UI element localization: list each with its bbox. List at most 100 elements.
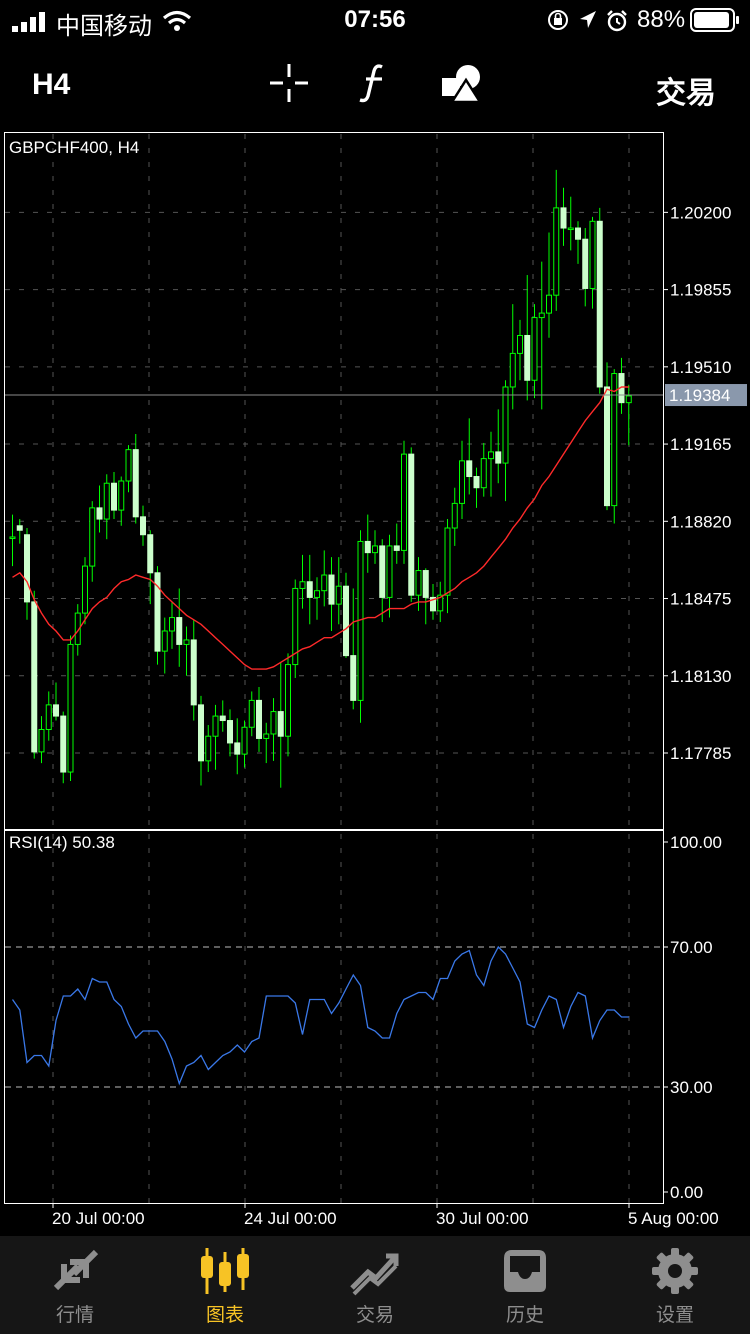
candle-body [480, 458, 487, 489]
candle-body [292, 587, 299, 666]
candle-body [219, 715, 226, 722]
candle-body [473, 476, 480, 489]
candle-body [386, 545, 393, 598]
rsi-title: RSI(14) 50.38 [9, 833, 115, 852]
tab-history-label: 历史 [505, 1305, 544, 1326]
candle-body [314, 590, 320, 598]
candle-body [45, 704, 52, 730]
candle-body [437, 594, 444, 612]
objects-icon[interactable] [440, 62, 482, 104]
history-icon [504, 1250, 546, 1292]
price-tick-label: 1.18475 [670, 590, 731, 609]
candle-body [154, 572, 161, 652]
candle-body [560, 207, 567, 229]
price-tick-label: 1.19855 [670, 281, 731, 300]
candle-body [147, 534, 154, 574]
function-icon[interactable] [356, 62, 390, 104]
chart-toolbar: H4 交易 [0, 48, 750, 122]
timeframe-button[interactable]: H4 [32, 68, 71, 101]
time-axis: 20 Jul 00:00 24 Jul 00:00 30 Jul 00:00 5 Au… [52, 1203, 719, 1228]
candle-body [190, 639, 197, 706]
candle-body [103, 482, 110, 520]
candle-body [38, 728, 45, 753]
candle-body [198, 704, 204, 762]
tab-quotes[interactable]: 行情 [0, 1236, 150, 1334]
tab-trade-label: 交易 [355, 1305, 394, 1326]
candle-body [459, 460, 465, 504]
candle-body [306, 581, 313, 598]
settings-icon [652, 1248, 698, 1294]
candle-body [611, 373, 618, 507]
candle-body [256, 699, 262, 739]
quotes-icon [53, 1249, 99, 1291]
rsi-line [11, 945, 629, 1086]
candle-body [430, 596, 436, 612]
candle-body [567, 227, 574, 231]
candle-body [604, 386, 610, 507]
candle-body [241, 726, 248, 755]
candle-body [183, 639, 190, 645]
tab-settings-label: 设置 [655, 1305, 694, 1326]
time-tick-label: 20 Jul 00:00 [52, 1209, 145, 1228]
rsi-tick-label: 0.00 [670, 1183, 703, 1202]
price-tick-label: 1.17785 [670, 744, 731, 763]
chart-grid [5, 134, 663, 1203]
status-bar: 中国移动 07:56 88% [0, 0, 750, 40]
candle-body [509, 352, 516, 388]
tab-chart-label: 图表 [205, 1305, 244, 1326]
candle-body [517, 334, 523, 354]
alarm-icon [607, 10, 627, 32]
price-tick-label: 1.19510 [670, 358, 731, 377]
chart-area[interactable]: 1.19384 1.20200 1.19855 1.19510 1.19165 1.18… [0, 126, 750, 1234]
rsi-tick-label: 70.00 [670, 938, 713, 957]
trade-button[interactable]: 交易 [656, 77, 716, 110]
candle-body [488, 451, 494, 460]
time-tick-label: 5 Aug 00:00 [628, 1209, 719, 1228]
tab-settings[interactable]: 设置 [600, 1236, 750, 1334]
crosshair-icon[interactable] [268, 62, 310, 104]
candle-body [372, 545, 378, 554]
rsi-tick-label: 30.00 [670, 1078, 713, 1097]
candle-body [60, 715, 67, 773]
candle-body [31, 601, 38, 753]
chart-title: GBPCHF400, H4 [9, 138, 139, 157]
candle-body [24, 534, 30, 603]
price-tick-label: 1.18130 [670, 667, 731, 686]
candle-body [169, 617, 175, 632]
candle-body [161, 630, 168, 652]
price-panel-border [4, 132, 664, 830]
candle-body [205, 735, 212, 762]
candle-body [53, 704, 59, 717]
tab-chart[interactable]: 图表 [150, 1236, 300, 1334]
tab-history[interactable]: 历史 [450, 1236, 600, 1334]
candle-body [582, 238, 589, 289]
candle-body [546, 294, 552, 314]
candle-body [538, 312, 545, 319]
candle-body [444, 527, 451, 596]
candle-body [140, 516, 146, 536]
rsi-panel-border [4, 830, 664, 1204]
candle-body [415, 570, 422, 596]
moving-average-line [12, 386, 629, 670]
candle-body [118, 480, 125, 511]
candle-body [343, 585, 349, 657]
candle-body [67, 643, 74, 773]
candle-body [74, 612, 81, 645]
candle-body [625, 395, 632, 404]
candles-layer [9, 169, 632, 788]
candle-body [596, 220, 603, 388]
candle-body [111, 482, 117, 511]
candle-body [212, 715, 219, 737]
tab-quotes-label: 行情 [55, 1305, 94, 1326]
candle-body [125, 449, 132, 482]
current-price-tag [665, 384, 747, 407]
current-price-value: 1.19384 [669, 386, 730, 405]
candle-body [227, 720, 233, 744]
tab-trade[interactable]: 交易 [300, 1236, 450, 1334]
candle-body [379, 545, 386, 598]
candle-body [132, 449, 139, 518]
location-icon [580, 11, 596, 28]
candle-body [364, 540, 371, 554]
chart-icon [201, 1248, 249, 1294]
candle-body [350, 655, 357, 701]
